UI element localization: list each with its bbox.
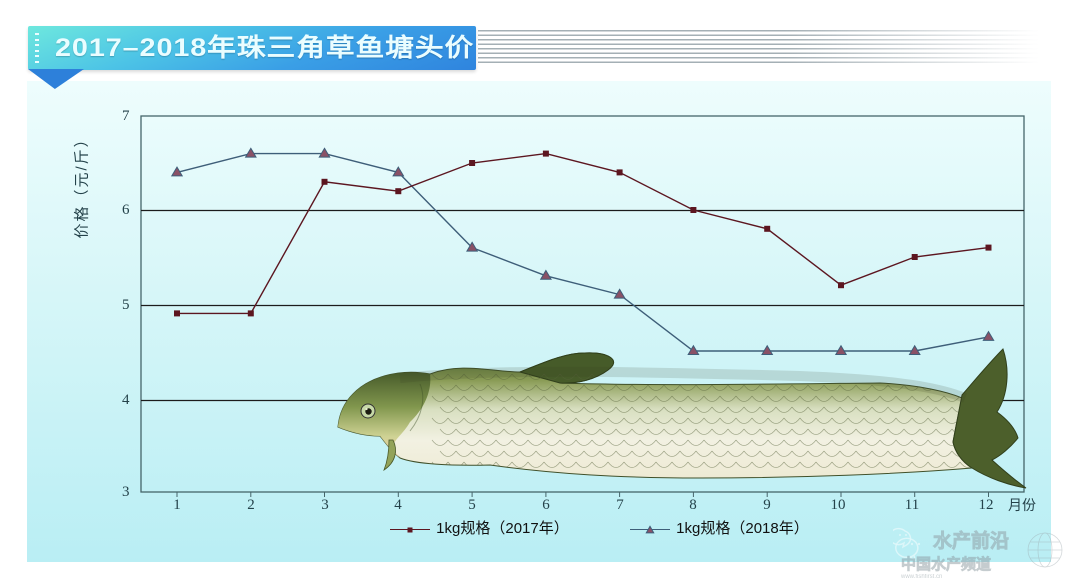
svg-text:中国水产频道: 中国水产频道 — [901, 555, 991, 573]
svg-text:水产前沿: 水产前沿 — [933, 529, 1009, 552]
svg-text:www.fishfirst.cn: www.fishfirst.cn — [900, 574, 942, 580]
